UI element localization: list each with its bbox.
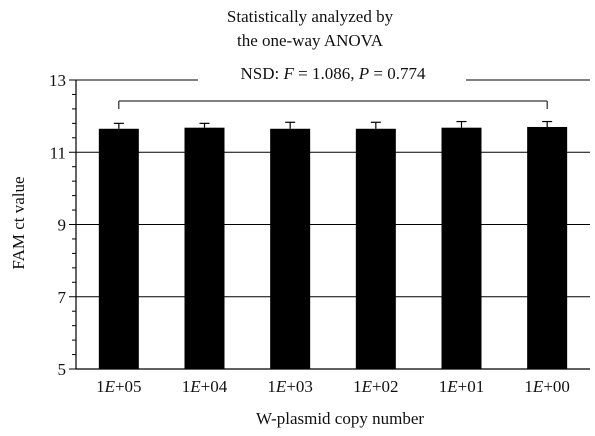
bar [527,126,568,370]
x-axis-label: W-plasmid copy number [256,409,424,428]
y-axis-label: FAM ct value [9,176,28,269]
anova-annotation: NSD: F = 1.086, P = 0.774 [241,64,426,83]
y-tick-label: 5 [58,360,67,379]
x-tick-label: 1E+01 [439,377,484,396]
y-tick-label: 7 [58,288,67,307]
x-tick-label: 1E+00 [524,377,569,396]
bar [184,127,225,369]
annotation-p-label: P [358,64,369,83]
significance-bracket [118,100,548,109]
bar [270,128,311,369]
annotation-p-value: = 0.774 [369,64,426,83]
annotation-f-value: = 1.086, [294,64,359,83]
annotation-f-label: F [283,64,295,83]
annotation-prefix: NSD: [241,64,284,83]
x-tick-label: 1E+05 [96,377,141,396]
bars [98,120,568,370]
chart-title-line-2: the one-way ANOVA [237,31,384,50]
gridlines [76,79,590,298]
y-tick-label: 9 [58,216,67,235]
y-axis: 5 7 9 11 13 [49,71,77,379]
y-tick-label: 13 [49,71,66,90]
x-axis: 1E+05 1E+04 1E+03 1E+02 1E+01 1E+00 [76,368,590,396]
x-tick-label: 1E+02 [353,377,398,396]
x-tick-label: 1E+04 [182,377,228,396]
chart-title-line-1: Statistically analyzed by [227,7,394,26]
bar [355,128,396,369]
x-tick-label: 1E+03 [267,377,312,396]
y-tick-label: 11 [50,143,66,162]
bar [98,128,139,369]
bar [441,127,482,369]
